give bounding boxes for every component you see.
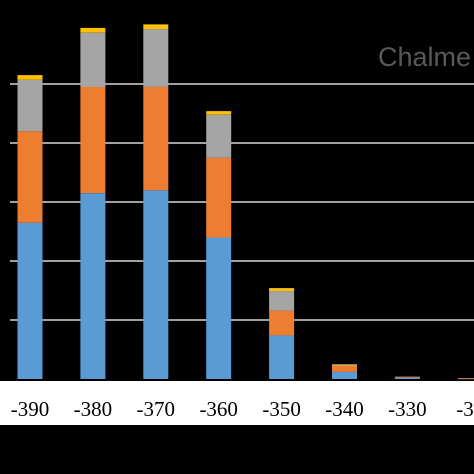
bar--360-series-3 bbox=[206, 114, 232, 158]
bar--370-series-2 bbox=[143, 86, 169, 191]
bar--380-series-1 bbox=[80, 193, 106, 379]
x-tick-label: -330 bbox=[388, 397, 427, 421]
bar--340-series-2 bbox=[332, 366, 357, 372]
bar--370-series-4 bbox=[143, 24, 169, 30]
bar--340-series-4 bbox=[332, 364, 357, 366]
bar--330-series-2 bbox=[394, 376, 420, 378]
x-tick-labels: -390 -380 -370 -360 -350 -340 -330 -32 bbox=[11, 397, 474, 421]
bar--350-series-2 bbox=[269, 310, 295, 336]
bar--360-series-4 bbox=[206, 111, 232, 115]
bar--350-series-1 bbox=[269, 335, 295, 379]
bar--340-series-3 bbox=[332, 364, 357, 366]
bar--380-series-2 bbox=[80, 86, 106, 194]
x-axis-band bbox=[0, 381, 474, 425]
bar--370-series-1 bbox=[143, 190, 169, 379]
x-tick-label: -390 bbox=[11, 397, 50, 421]
bar--340-series-1 bbox=[332, 371, 357, 379]
bar--380-series-3 bbox=[80, 32, 106, 87]
bar--350-series-3 bbox=[269, 291, 295, 311]
gridlines bbox=[10, 83, 474, 321]
bar--360-series-1 bbox=[206, 237, 232, 379]
x-tick-label: -32 bbox=[456, 397, 474, 421]
bar--390-series-4 bbox=[17, 75, 43, 80]
bar--350-series-4 bbox=[269, 288, 295, 292]
bar--360-series-2 bbox=[206, 157, 232, 238]
bars bbox=[17, 24, 474, 380]
x-tick-label: -380 bbox=[74, 397, 113, 421]
x-tick-label: -360 bbox=[199, 397, 238, 421]
bar--370-series-3 bbox=[143, 29, 169, 87]
bar--390-series-1 bbox=[17, 222, 43, 379]
bar--320-series-2 bbox=[457, 378, 474, 379]
bar--330-series-1 bbox=[394, 377, 420, 379]
x-tick-label: -370 bbox=[137, 397, 176, 421]
bar--380-series-4 bbox=[80, 27, 106, 33]
x-tick-label: -340 bbox=[325, 397, 364, 421]
bar--390-series-2 bbox=[17, 131, 43, 223]
bar--390-series-3 bbox=[17, 79, 43, 132]
chart-watermark-text: Chalme bbox=[378, 42, 471, 72]
x-tick-label: -350 bbox=[262, 397, 301, 421]
